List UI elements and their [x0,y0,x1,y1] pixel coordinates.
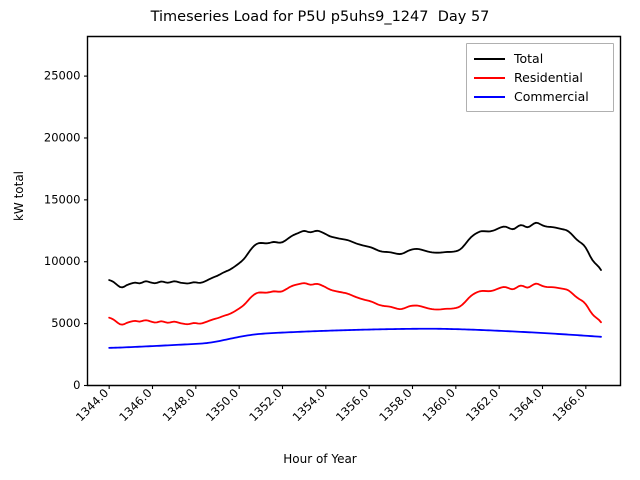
axes-spines [86,35,622,387]
series-line-total [108,221,602,289]
y-tick-label: 5000 [51,316,80,330]
legend-item-commercial[interactable]: Commercial [474,87,606,106]
y-tick-label: 0 [73,378,80,392]
x-tick-label: 1366.0 [550,386,588,424]
y-axis-ticks: 0 5000 10000 15000 20000 25000 [44,69,88,392]
series-line-commercial [108,327,602,349]
x-tick-label: 1350.0 [203,386,241,424]
legend-item-residential[interactable]: Residential [474,68,606,87]
x-tick-label: 1358.0 [376,386,414,424]
x-tick-label: 1360.0 [420,386,458,424]
y-tick-label: 20000 [44,130,81,144]
data-series-group [108,221,602,349]
legend-swatch-total [474,57,505,60]
legend-swatch-residential [474,76,505,79]
x-tick-label: 1348.0 [160,386,198,424]
x-axis-ticks: 1344.0 1346.0 1348.0 1350.0 1352.0 1354.0 1356… [73,385,588,424]
x-tick-label: 1364.0 [506,386,544,424]
chart-title: Timeseries Load for P5U p5uhs9_1247 Day … [150,9,490,25]
x-tick-label: 1346.0 [116,386,154,424]
legend-label-total: Total [514,51,544,66]
y-tick-label: 15000 [44,192,81,206]
chart-legend: Total Residential Commercial [466,43,614,112]
x-tick-label: 1362.0 [463,386,501,424]
x-axis-label: Hour of Year [283,452,357,466]
legend-label-commercial: Commercial [514,89,589,104]
legend-label-residential: Residential [514,70,583,85]
y-axis-label: kW total [12,170,26,222]
y-tick-label: 25000 [44,69,81,83]
legend-item-total[interactable]: Total [474,49,606,68]
series-line-residential [108,282,602,326]
x-tick-label: 1356.0 [333,386,371,424]
legend-swatch-commercial [474,95,505,98]
x-tick-label: 1352.0 [246,386,284,424]
x-tick-label: 1354.0 [290,386,328,424]
y-tick-label: 10000 [44,254,81,268]
